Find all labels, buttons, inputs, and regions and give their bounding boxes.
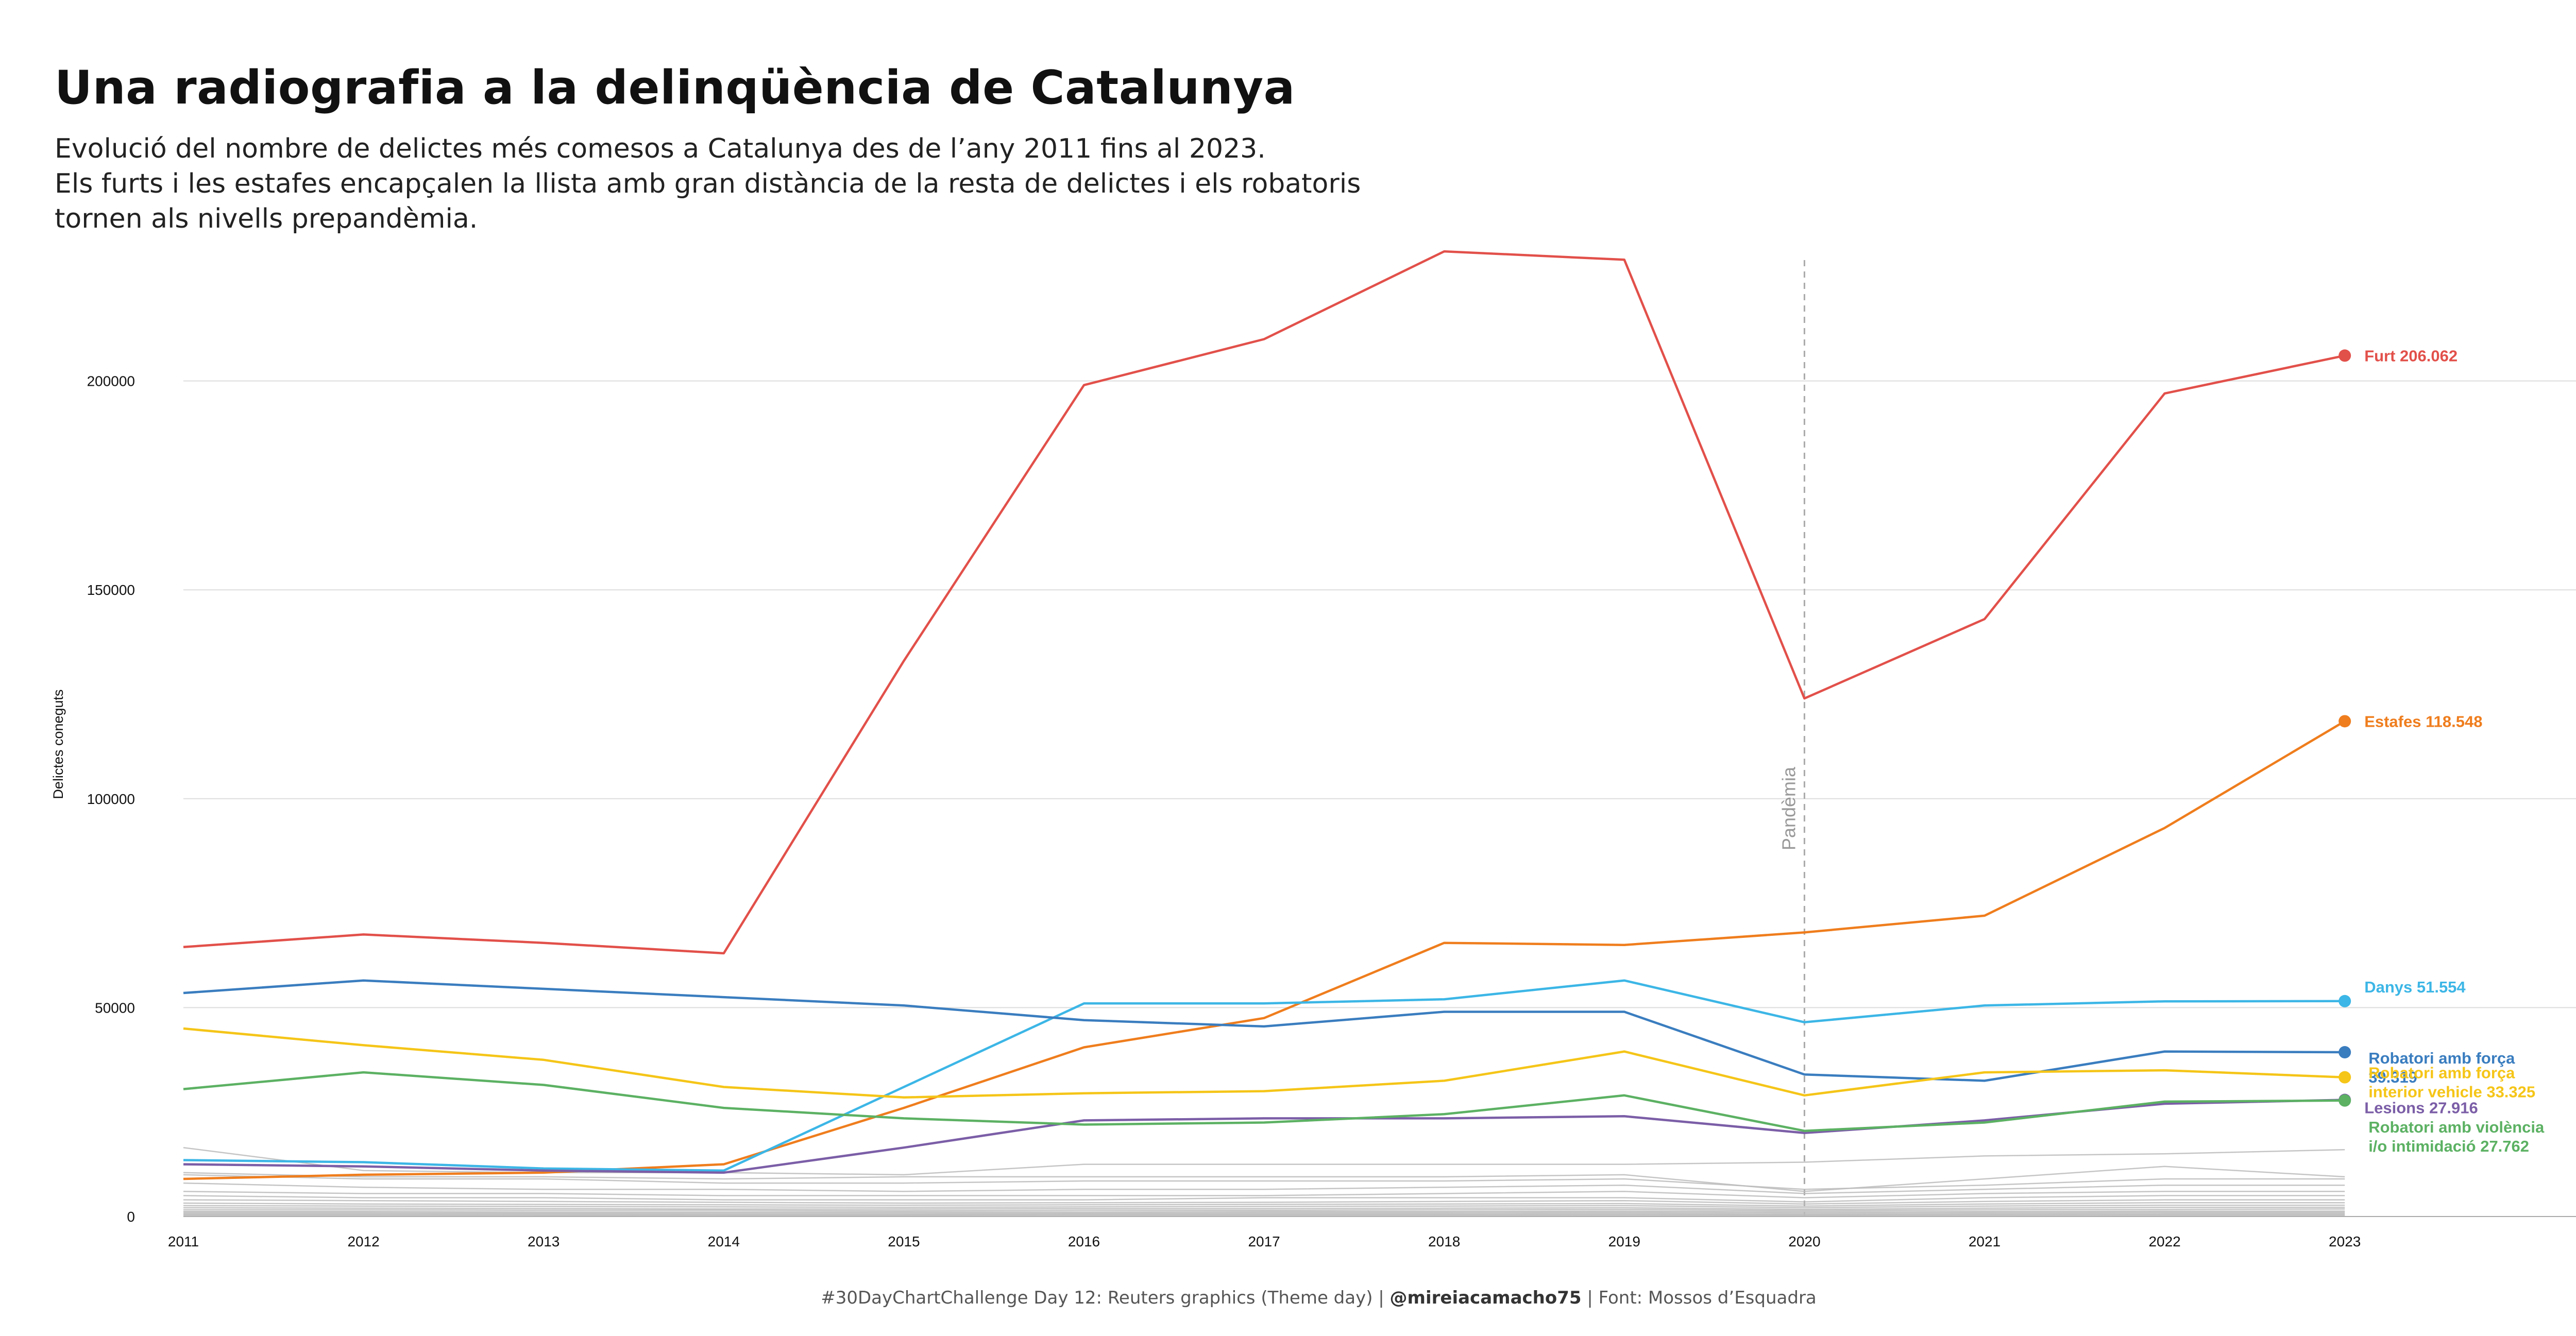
series-line <box>183 1027 2345 1099</box>
subtitle-line: tornen als nivells prepandèmia. <box>55 203 478 234</box>
series-label-line: i/o intimidació 27.762 <box>2368 1137 2529 1155</box>
pandemic-label: Pandèmia <box>1778 766 1799 850</box>
series-end-point <box>2338 1046 2351 1059</box>
series-label-line: Robatori amb força <box>2368 1049 2515 1067</box>
y-tick-label: 50000 <box>95 1000 135 1016</box>
background-series-line <box>183 1213 2345 1215</box>
series-end-point <box>2338 349 2351 362</box>
x-tick-label: 2023 <box>2329 1234 2361 1249</box>
series-label-line: Lesions 27.916 <box>2364 1099 2478 1117</box>
chart-caption: #30DayChartChallenge Day 12: Reuters gra… <box>0 1288 2576 1308</box>
caption-prefix: #30DayChartChallenge Day 12: Reuters gra… <box>821 1288 1390 1308</box>
background-series-line <box>183 1210 2345 1213</box>
x-tick-label: 2013 <box>528 1234 560 1249</box>
series-line <box>183 979 2345 1172</box>
series-line <box>183 720 2346 1180</box>
chart-subtitle: Evolució del nombre de delictes més come… <box>55 131 1394 236</box>
series-label-line: 39.319 <box>2368 1068 2417 1086</box>
series-line <box>183 250 2345 955</box>
y-axis-label: Delictes coneguts <box>50 689 66 799</box>
y-tick-label: 100000 <box>87 791 135 807</box>
series-line <box>183 1099 2345 1174</box>
axes: 0 50000 100000 150000 200000 2011 2012 2013 2014… <box>50 373 2361 1249</box>
background-series-line <box>183 1202 2345 1207</box>
background-series-line <box>183 1174 2345 1190</box>
x-tick-label: 2021 <box>1969 1234 2001 1249</box>
x-tick-label: 2016 <box>1068 1234 1100 1249</box>
highlighted-series <box>183 250 2351 1180</box>
series-line <box>183 1071 2345 1132</box>
background-series-line <box>183 1195 2345 1203</box>
y-tick-label: 150000 <box>87 582 135 598</box>
chart-title: Una radiografia a la delinqüència de Cat… <box>55 61 1295 115</box>
caption-handle: @mireiacamacho75 <box>1389 1288 1582 1308</box>
subtitle-line: Evolució del nombre de delictes més come… <box>55 133 1266 164</box>
series-label-line: Robatori amb força <box>2368 1064 2515 1082</box>
x-tick-label: 2019 <box>1608 1234 1640 1249</box>
series-line <box>183 979 2345 1082</box>
x-tick-label: 2011 <box>168 1234 199 1249</box>
background-series-line <box>183 1166 2345 1192</box>
background-series-line <box>183 1191 2345 1198</box>
background-series <box>183 1146 2345 1217</box>
background-series-line <box>183 1208 2345 1211</box>
series-label-line: Robatori amb violència <box>2368 1118 2545 1136</box>
x-tick-label: 2015 <box>888 1234 920 1249</box>
background-series-line <box>183 1182 2345 1194</box>
series-label: Furt 206.062 <box>2364 347 2458 365</box>
series-label: Robatori amb violència i/o intimidació 27… <box>2368 1118 2545 1155</box>
x-tick-label: 2020 <box>1788 1234 1820 1249</box>
x-tick-label: 2017 <box>1248 1234 1280 1249</box>
y-tick-label: 0 <box>127 1209 135 1225</box>
background-series-line <box>183 1206 2345 1210</box>
x-tick-label: 2018 <box>1428 1234 1460 1249</box>
x-tick-label: 2022 <box>2148 1234 2180 1249</box>
series-label: Lesions 27.916 <box>2364 1099 2478 1117</box>
subtitle-line: Els furts i les estafes encapçalen la ll… <box>55 168 1361 199</box>
gridlines <box>183 380 2576 1217</box>
series-label: Robatori amb força 39.319 <box>2368 1049 2515 1086</box>
series-end-point <box>2338 1094 2351 1107</box>
pandemic-annotation: Pandèmia <box>1778 260 1805 1217</box>
series-label-line: Danys 51.554 <box>2364 978 2466 996</box>
caption-suffix: | Font: Mossos d’Esquadra <box>1581 1288 1817 1308</box>
background-series-line <box>183 1214 2345 1216</box>
y-tick-label: 200000 <box>87 373 135 389</box>
series-label-line: Furt 206.062 <box>2364 347 2458 365</box>
series-end-point <box>2338 1071 2351 1084</box>
series-label-line: Estafes 118.548 <box>2364 712 2482 730</box>
x-tick-label: 2014 <box>708 1234 740 1249</box>
background-series-line <box>183 1199 2345 1205</box>
x-tick-label: 2012 <box>347 1234 379 1249</box>
series-label: Robatori amb força interior vehicle 33.32… <box>2368 1064 2535 1101</box>
series-label: Estafes 118.548 <box>2364 712 2482 730</box>
series-end-point <box>2338 995 2351 1007</box>
background-series-line <box>183 1204 2345 1209</box>
series-label: Danys 51.554 <box>2364 978 2466 996</box>
series-label-line: interior vehicle 33.325 <box>2368 1083 2535 1101</box>
series-end-point <box>2338 715 2351 728</box>
background-series-line <box>183 1211 2345 1214</box>
series-labels: Furt 206.062 Estafes 118.548 Danys 51.554 R… <box>2364 347 2545 1155</box>
